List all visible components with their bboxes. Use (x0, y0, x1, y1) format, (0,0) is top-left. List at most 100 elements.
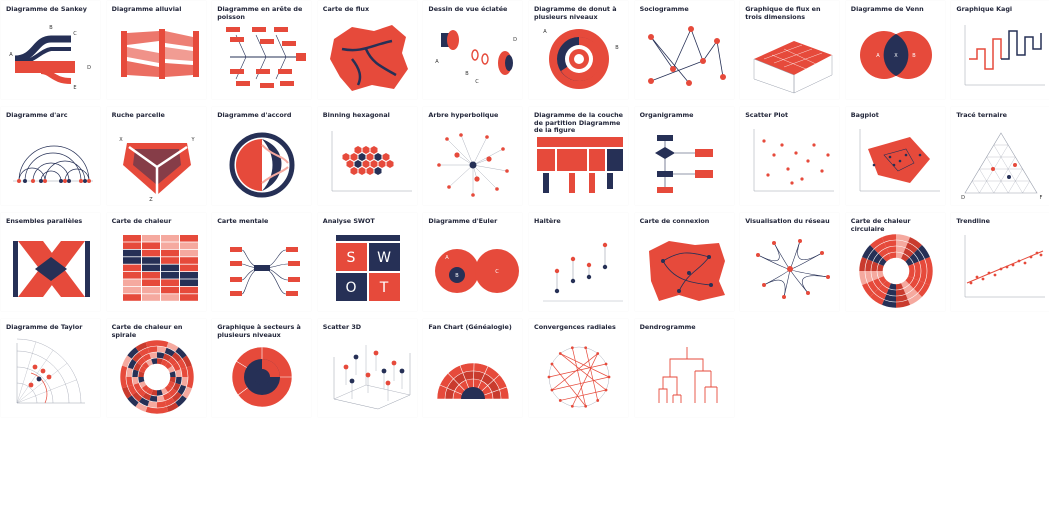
tile-title: Ruche parcelle (111, 111, 165, 119)
thumbnail-flow3d (744, 19, 836, 97)
tile-title: Trendline (956, 217, 990, 225)
tile-multipie[interactable]: Graphique à secteurs à plusieurs niveaux (212, 319, 312, 417)
tile-dendrogram[interactable]: Dendrogramme (634, 319, 734, 417)
tile-hive[interactable]: Ruche parcelle X Y Z (106, 107, 206, 205)
tile-partition[interactable]: Diagramme de la couche de partition Diag… (529, 107, 628, 205)
tile-heatmap[interactable]: Carte de chaleur (106, 213, 206, 311)
svg-text:A: A (876, 53, 880, 59)
svg-text:C: C (73, 31, 77, 37)
tile-title: Carte de chaleur en spirale (111, 323, 183, 339)
svg-text:Z: Z (149, 197, 153, 203)
thumbnail-mindmap (216, 231, 308, 309)
tile-radial[interactable]: Convergences radiales (529, 319, 628, 417)
svg-text:B: B (49, 25, 53, 31)
thumbnail-dendrogram (639, 337, 731, 415)
tile-connectionmap[interactable]: Carte de connexion (634, 213, 734, 311)
tile-fanchart[interactable]: Fan Chart (Généalogie) (423, 319, 523, 417)
tile-flow3d[interactable]: Graphique de flux en trois dimensions (740, 1, 840, 99)
tile-alluvial[interactable]: Diagramme alluvial (106, 1, 206, 99)
thumbnail-scatter3d (322, 337, 414, 415)
tile-hexbin[interactable]: Binning hexagonal (317, 107, 417, 205)
tile-kagi[interactable]: Graphique Kagi (951, 1, 1049, 99)
svg-text:B: B (456, 273, 460, 279)
thumbnail-arc (5, 125, 97, 203)
svg-text:E: E (73, 85, 76, 91)
thumbnail-multipie (216, 337, 308, 415)
svg-text:B: B (615, 45, 619, 51)
svg-text:O: O (345, 280, 356, 296)
tile-sociogram[interactable]: Sociogramme (634, 1, 734, 99)
thumbnail-alluvial (111, 19, 203, 97)
thumbnail-flowmap (322, 19, 414, 97)
svg-text:Y: Y (190, 137, 195, 143)
svg-text:X: X (119, 137, 123, 143)
thumbnail-hive: X Y Z (111, 125, 203, 203)
tile-title: Diagramme d'arc (6, 111, 68, 119)
tile-ternary[interactable]: Tracé ternaire D F (951, 107, 1049, 205)
tile-venn[interactable]: Diagramme de Venn A X B (845, 1, 945, 99)
svg-text:A: A (436, 59, 440, 65)
tile-arc[interactable]: Diagramme d'arc (1, 107, 100, 205)
tile-title: Ensembles parallèles (6, 217, 83, 225)
tile-title: Arbre hyperbolique (428, 111, 499, 119)
tile-orgchart[interactable]: Organigramme (634, 107, 734, 205)
tile-circularheat[interactable]: Carte de chaleur circulaire (845, 213, 945, 311)
tile-title: Carte de connexion (639, 217, 710, 225)
svg-text:A: A (446, 255, 450, 261)
tile-sankey[interactable]: Diagramme de Sankey A B C D E (1, 1, 100, 99)
tile-title: Diagramme d'Euler (428, 217, 498, 225)
tile-parallelsets[interactable]: Ensembles parallèles (1, 213, 100, 311)
thumbnail-trendline (955, 231, 1047, 309)
thumbnail-scatter (744, 125, 836, 203)
svg-text:F: F (1040, 195, 1043, 201)
tile-chord[interactable]: Diagramme d'accord (212, 107, 312, 205)
tile-title: Graphique Kagi (956, 5, 1013, 13)
tile-swot[interactable]: Analyse SWOT S W O T (317, 213, 417, 311)
tile-scatter3d[interactable]: Scatter 3D (317, 319, 417, 417)
svg-text:B: B (912, 53, 916, 59)
tile-title: Carte de chaleur (111, 217, 172, 225)
tile-title: Diagramme en arête de poisson (217, 5, 303, 21)
tile-title: Analyse SWOT (322, 217, 375, 225)
tile-spiralheat[interactable]: Carte de chaleur en spirale (106, 319, 206, 417)
tile-bagplot[interactable]: Bagplot (845, 107, 945, 205)
thumbnail-network (744, 231, 836, 309)
tile-taylor[interactable]: Diagramme de Taylor (1, 319, 100, 417)
tile-dumbbell[interactable]: Haltère (529, 213, 628, 311)
tile-title: Diagramme de donut à plusieurs niveaux (534, 5, 617, 21)
tile-title: Fan Chart (Généalogie) (428, 323, 512, 331)
tile-title: Bagplot (850, 111, 879, 119)
thumbnail-fanchart (427, 337, 519, 415)
tile-title: Organigramme (639, 111, 694, 119)
svg-text:A: A (9, 52, 13, 58)
tile-trendline[interactable]: Trendline (951, 213, 1049, 311)
tile-title: Diagramme d'accord (217, 111, 292, 119)
tile-multidonut[interactable]: Diagramme de donut à plusieurs niveaux A… (529, 1, 628, 99)
tile-title: Graphique de flux en trois dimensions (745, 5, 821, 21)
thumbnail-orgchart (639, 125, 731, 203)
tile-title: Carte de flux (322, 5, 370, 13)
svg-text:X: X (894, 53, 898, 59)
tile-fishbone[interactable]: Diagramme en arête de poisson (212, 1, 312, 99)
svg-text:C: C (476, 79, 480, 85)
thumbnail-heatmap (111, 231, 203, 309)
tile-title: Diagramme de Sankey (6, 5, 87, 13)
tile-scatter[interactable]: Scatter Plot (740, 107, 840, 205)
tile-title: Diagramme de la couche de partition Diag… (534, 111, 623, 134)
tile-flowmap[interactable]: Carte de flux (317, 1, 417, 99)
tile-title: Sociogramme (639, 5, 689, 13)
tile-mindmap[interactable]: Carte mentale (212, 213, 312, 311)
thumbnail-bagplot (850, 125, 942, 203)
thumbnail-dumbbell (533, 231, 625, 309)
tile-hyperbolic[interactable]: Arbre hyperbolique (423, 107, 523, 205)
tile-title: Graphique à secteurs à plusieurs niveaux (217, 323, 301, 339)
thumbnail-fishbone (216, 19, 308, 97)
tile-network[interactable]: Visualisation du réseau (740, 213, 840, 311)
tile-euler[interactable]: Diagramme d'Euler A B C (423, 213, 523, 311)
svg-text:D: D (513, 37, 517, 43)
